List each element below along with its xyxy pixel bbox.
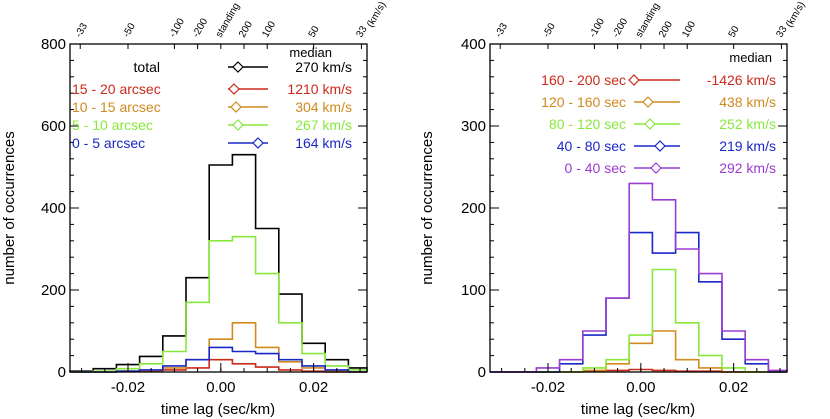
- y-tick-label: 400: [41, 200, 66, 217]
- y-tick-label: 0: [58, 364, 66, 381]
- x-tick-label: 0.00: [206, 379, 235, 396]
- y-tick-label: 300: [461, 118, 486, 135]
- histogram-series-4: [490, 182, 788, 373]
- left-top-axis-unit: (km/s): [365, 0, 388, 30]
- y-tick-label: 200: [461, 200, 486, 217]
- left-histogram-series: [69, 153, 368, 373]
- top-axis-label: 50: [727, 24, 742, 40]
- histogram-series-2: [490, 268, 787, 373]
- y-tick-label: 200: [41, 282, 66, 299]
- legend-label-2: 10 - 15 arcsec: [72, 99, 161, 115]
- right-legend: median 160 - 200 sec -1426 km/s 120 - 160 …: [541, 50, 776, 176]
- legend-median-1: 1210 km/s: [287, 81, 352, 97]
- right-axis-ticks: -0.02 0.00 0.02 0 100 200 300 400: [461, 36, 787, 396]
- top-axis-label: 50: [307, 24, 322, 40]
- legend-label-4: 0 - 5 arcsec: [72, 135, 145, 151]
- legend-median-0: 270 km/s: [295, 59, 352, 75]
- left-x-axis-title: time lag (sec/km): [161, 401, 275, 418]
- right-x-axis-title: time lag (sec/km): [581, 401, 695, 418]
- left-axis-ticks: -0.02 0.00 0.02 0 200 400 600 800: [41, 36, 367, 396]
- legend-median-3: 267 km/s: [295, 117, 352, 133]
- legend-label-2: 80 - 120 sec: [549, 116, 626, 132]
- legend-label-1: 120 - 160 sec: [541, 94, 626, 110]
- y-tick-label: 400: [461, 36, 486, 53]
- top-axis-label: -200: [191, 16, 211, 39]
- histogram-series-4: [70, 346, 367, 373]
- legend-label-4: 0 - 40 sec: [565, 160, 626, 176]
- legend-diamond-icon: [642, 96, 654, 108]
- top-axis-label: -50: [541, 21, 558, 39]
- top-axis-label: 100: [680, 19, 698, 39]
- x-tick-label: -0.02: [531, 379, 565, 396]
- right-top-axis-unit: (km/s): [784, 0, 807, 30]
- top-axis-label: 100: [260, 19, 278, 39]
- top-axis-label: 200: [237, 19, 255, 39]
- legend-diamond-icon: [644, 118, 656, 130]
- legend-median-4: 292 km/s: [719, 160, 776, 176]
- legend-median-1: 438 km/s: [719, 94, 776, 110]
- histogram-series-0: [69, 153, 368, 372]
- legend-label-0: total: [134, 59, 160, 75]
- y-tick-label: 800: [41, 36, 66, 53]
- right-histogram-panel: -0.02 0.00 0.02 0 100 200 300 400 -33 -50 -100 -20…: [419, 0, 807, 418]
- y-tick-label: 100: [461, 282, 486, 299]
- legend-median-0: -1426 km/s: [707, 72, 776, 88]
- histogram-series-3: [70, 235, 368, 373]
- top-axis-label: 200: [657, 19, 675, 39]
- right-legend-median-header: median: [729, 50, 772, 65]
- legend-diamond-icon: [628, 74, 640, 86]
- top-axis-label: -200: [611, 16, 631, 39]
- top-axis-label: -33: [73, 21, 90, 39]
- left-histogram-panel: -0.02 0.00 0.02 0 200 400 600 800 -33 -50 -100 -20…: [1, 0, 388, 418]
- legend-median-3: 219 km/s: [719, 138, 776, 154]
- legend-diamond-icon: [232, 61, 244, 73]
- x-tick-label: -0.02: [111, 379, 145, 396]
- legend-label-0: 160 - 200 sec: [541, 72, 626, 88]
- top-axis-label: 33: [354, 24, 369, 40]
- histogram-series-3: [490, 231, 787, 373]
- right-histogram-series: [490, 182, 788, 373]
- legend-label-3: 40 - 80 sec: [557, 138, 626, 154]
- legend-diamond-icon: [654, 140, 666, 152]
- top-axis-label: -100: [167, 16, 187, 39]
- top-axis-label: -100: [587, 16, 607, 39]
- right-y-axis-title: number of occurrences: [419, 131, 436, 284]
- top-axis-label: -50: [121, 21, 138, 39]
- histogram-series-1: [490, 330, 787, 373]
- top-axis-label: -33: [493, 21, 510, 39]
- legend-diamond-icon: [230, 101, 242, 113]
- legend-label-3: 5 - 10 arcsec: [72, 117, 153, 133]
- top-axis-label: 33: [774, 24, 789, 40]
- left-legend-median-header: median: [289, 45, 332, 60]
- x-tick-label: 0.00: [626, 379, 655, 396]
- legend-diamond-icon: [252, 137, 264, 149]
- legend-label-1: 15 - 20 arcsec: [72, 81, 161, 97]
- legend-diamond-icon: [228, 83, 240, 95]
- legend-median-2: 304 km/s: [295, 99, 352, 115]
- y-tick-label: 600: [41, 118, 66, 135]
- legend-diamond-icon: [650, 162, 662, 174]
- x-tick-label: 0.02: [299, 379, 328, 396]
- legend-diamond-icon: [232, 119, 244, 131]
- legend-median-2: 252 km/s: [719, 116, 776, 132]
- legend-median-4: 164 km/s: [295, 135, 352, 151]
- y-tick-label: 0: [478, 364, 486, 381]
- left-y-axis-title: number of occurrences: [1, 131, 18, 284]
- x-tick-label: 0.02: [719, 379, 748, 396]
- left-legend: median total 270 km/s 15 - 20 arcsec 1210 k…: [72, 45, 352, 151]
